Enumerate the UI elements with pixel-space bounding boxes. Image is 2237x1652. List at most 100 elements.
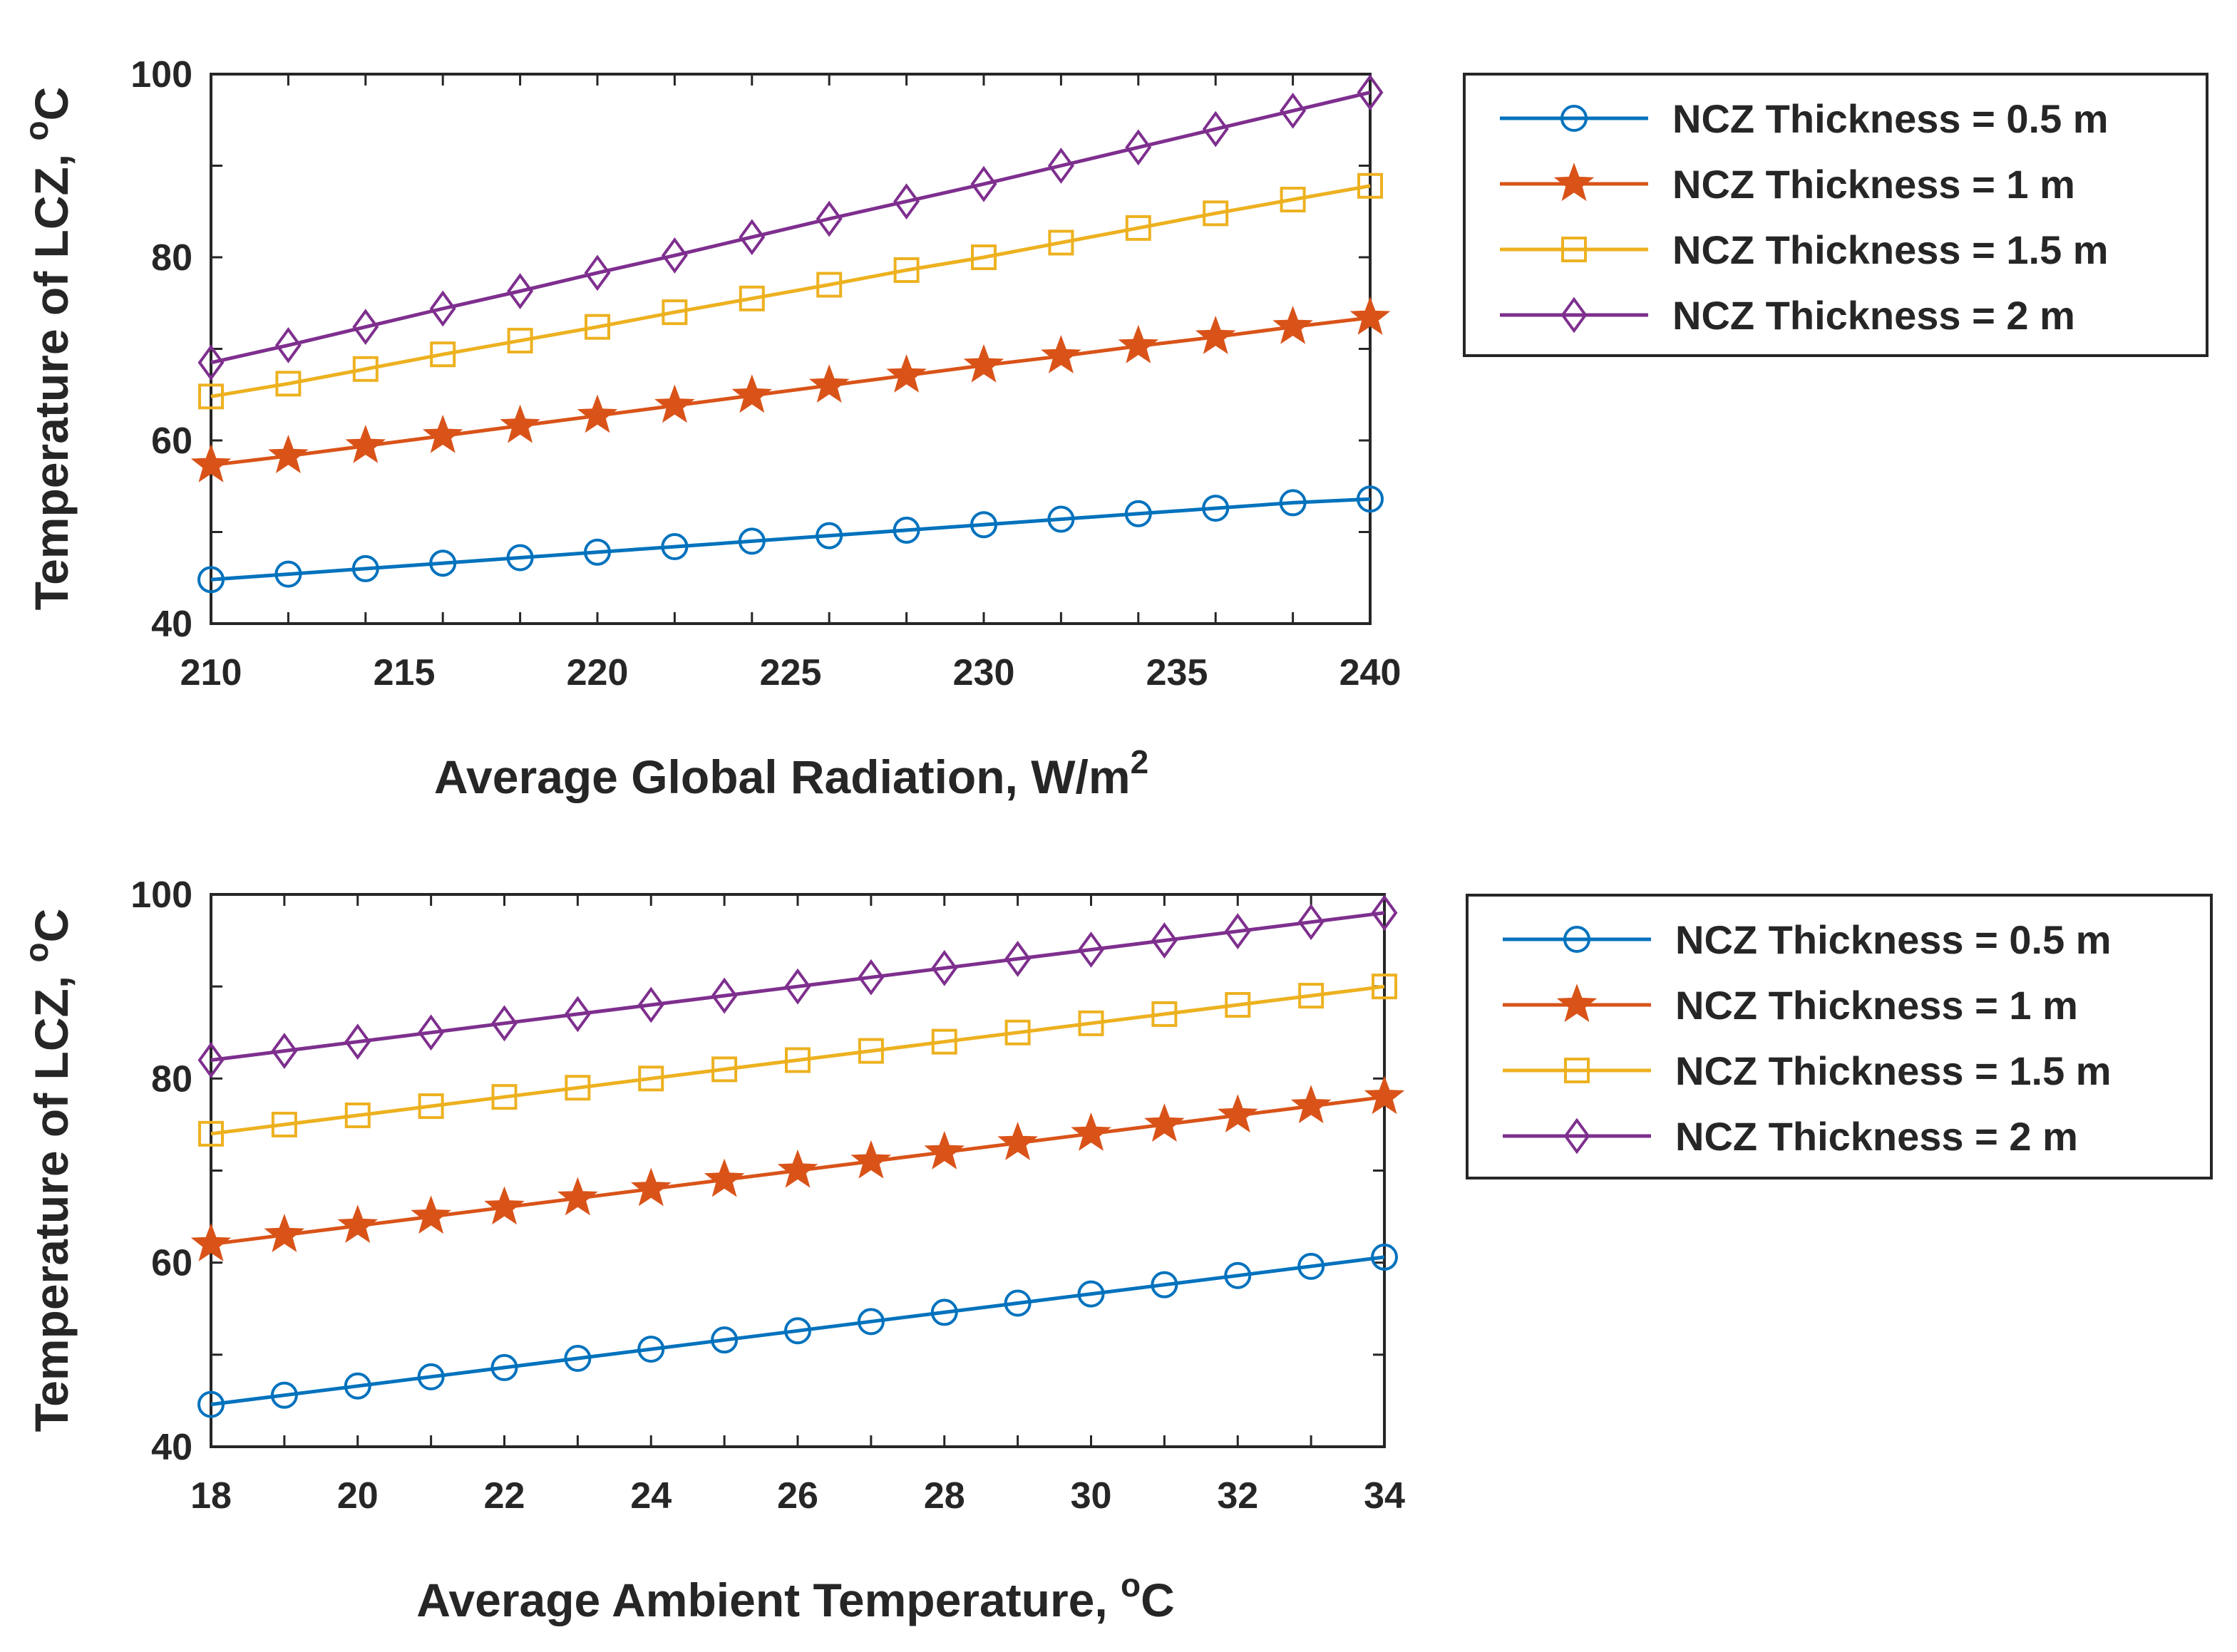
data-point [268,435,309,473]
y-axis-label-radiation: Temperature of LCZ, oC [18,87,78,611]
data-point [637,986,664,1023]
data-point [808,364,850,403]
data-point [1041,335,1081,373]
y-tick-label: 80 [151,1058,192,1100]
data-point [1078,931,1104,968]
chart-radiation: 210 215 220 225 230 235 240 40 60 80 100 Average G… [18,54,2208,803]
legend-ambient: NCZ Thickness = 0.5 m NCZ Thickness = 1 m… [1466,894,2213,1179]
x-tick-label: 32 [1217,1475,1258,1517]
data-point [1203,200,1229,227]
y-tick-label: 60 [151,1243,192,1284]
data-point [352,356,379,382]
x-axis-label-ambient: Average Ambient Temperature, oC [416,1566,1175,1626]
data-point [271,1033,298,1069]
data-point [1078,1010,1104,1036]
data-point [1298,983,1325,1009]
data-point [1151,1271,1178,1299]
data-point [784,1317,811,1345]
data-point [506,544,534,572]
data-point [344,1372,371,1400]
legend-marker [1561,237,1587,262]
series-layer-radiation [190,74,1391,594]
data-point [337,1204,379,1244]
data-point [661,237,688,274]
series-line [210,1255,1385,1407]
data-point [429,549,457,577]
data-point [857,1308,885,1336]
legend-marker [1563,1117,1590,1155]
data-point [816,272,843,298]
series-line [210,91,1371,365]
data-point [630,1167,672,1207]
data-point [886,354,927,393]
data-point [418,1093,444,1120]
x-tick-label: 34 [1364,1475,1405,1517]
data-point [738,527,766,555]
data-point [430,341,456,368]
data-point [1364,1075,1405,1115]
data-point [491,1005,518,1042]
x-tick-label: 240 [1339,652,1402,693]
data-point [1357,74,1384,111]
x-tick-label: 220 [567,652,629,693]
data-point [1004,1289,1032,1317]
data-point [274,326,302,363]
data-point [1125,215,1151,241]
axis-ticks-radiation: 210 215 220 225 230 235 240 40 60 80 100 [130,54,1401,693]
data-point [924,1130,965,1170]
x-tick-label: 28 [924,1475,965,1517]
data-point [507,327,533,353]
legend-label: NCZ Thickness = 0.5 m [1672,96,2109,141]
axis-ticks-ambient: 18 20 22 24 26 28 30 32 34 40 60 80 100 [130,874,1405,1517]
data-point [197,344,225,381]
data-point [704,1158,745,1197]
data-point [1349,296,1391,335]
legend-label: NCZ Thickness = 2 m [1672,293,2075,338]
data-point [411,1195,452,1234]
y-tick-label: 100 [130,54,192,95]
data-point [1371,1243,1398,1271]
data-point [785,1047,811,1073]
data-point [274,560,302,588]
legend-radiation: NCZ Thickness = 0.5 m NCZ Thickness = 1 m… [1463,73,2208,357]
data-point [1280,92,1307,129]
data-point [930,1299,958,1326]
data-point [858,1038,884,1064]
data-point [344,1023,371,1060]
data-point [1371,894,1398,931]
data-point [270,1381,298,1409]
data-point [711,977,738,1014]
data-point [637,1336,665,1363]
data-point [739,219,766,256]
data-point [970,511,997,539]
data-point [1225,992,1251,1018]
data-point [275,371,302,397]
data-point [1071,1112,1111,1151]
data-point [564,1345,592,1372]
data-point [654,384,695,423]
x-tick-label: 235 [1146,652,1208,693]
data-point [893,257,920,283]
data-point [264,1214,305,1252]
data-point [739,285,765,311]
data-point [429,290,456,327]
data-point [577,394,618,433]
legend-marker [1564,1058,1590,1083]
x-tick-label: 20 [337,1475,379,1517]
data-point [565,1075,591,1101]
series-line [210,984,1385,1136]
legend-label: NCZ Thickness = 1 m [1675,983,2078,1028]
legend-label: NCZ Thickness = 1.5 m [1675,1048,2112,1093]
data-point [816,200,843,237]
data-point [1004,941,1032,977]
data-point [661,533,689,561]
data-point [352,309,379,346]
data-point [1118,324,1159,363]
data-point [963,344,1004,383]
data-point [190,1223,232,1261]
x-tick-label: 26 [777,1475,818,1517]
data-point [198,383,224,410]
x-tick-label: 18 [190,1475,232,1517]
data-point [816,522,843,549]
